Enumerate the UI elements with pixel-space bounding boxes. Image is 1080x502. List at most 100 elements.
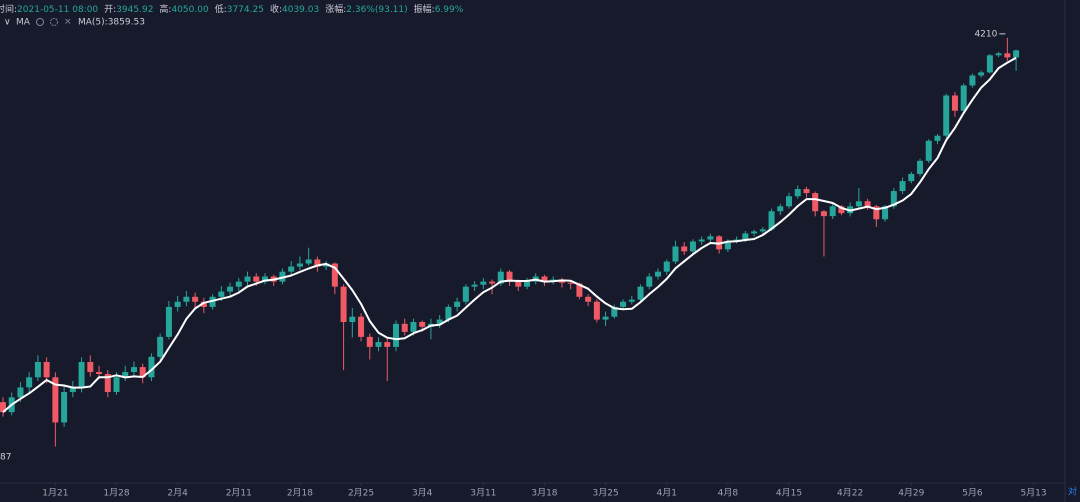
- candle-body: [541, 276, 548, 282]
- candle-body: [148, 356, 155, 378]
- settings-icon[interactable]: [50, 18, 58, 26]
- candle-body: [401, 323, 408, 332]
- header-field: 高:4050.00: [159, 3, 209, 15]
- candle-body: [820, 211, 827, 217]
- candle-body: [602, 316, 609, 320]
- candle-body: [392, 323, 399, 347]
- candle-body: [646, 276, 653, 287]
- candle-body: [349, 316, 356, 322]
- candle-body: [174, 301, 181, 307]
- candle-body: [209, 296, 216, 307]
- candle-body: [113, 377, 120, 392]
- candle-body: [104, 373, 111, 392]
- candle-body: [882, 206, 889, 220]
- field-label: 时间:: [0, 3, 17, 15]
- x-tick-label: 4月1: [657, 488, 677, 499]
- field-value: 4039.03: [282, 5, 319, 15]
- candle-body: [480, 281, 487, 285]
- candle-body: [943, 95, 950, 136]
- candle-body: [366, 336, 373, 347]
- candle-body: [52, 377, 59, 423]
- header-field: 振幅:6.99%: [414, 3, 464, 15]
- x-tick-label: 4月8: [718, 488, 739, 499]
- candle-body: [855, 201, 862, 207]
- candle-body: [165, 306, 172, 337]
- field-label: 振幅:: [414, 3, 435, 15]
- x-tick-label: 4月22: [837, 488, 863, 499]
- candle-body: [794, 189, 801, 197]
- candle-body: [218, 291, 225, 297]
- candle-body: [26, 377, 33, 388]
- header-field: 低:3774.25: [215, 3, 264, 15]
- candle-body: [375, 342, 382, 347]
- header-field: 时间:2021-05-11 08:00: [0, 3, 98, 15]
- candle-body: [183, 296, 190, 302]
- candle-body: [978, 72, 985, 76]
- candle-body: [410, 321, 417, 332]
- candle-body: [681, 246, 688, 252]
- x-tick-label: 4月29: [898, 488, 924, 499]
- candle-body: [122, 372, 129, 378]
- candle-body: [585, 296, 592, 302]
- candle-body: [829, 206, 836, 217]
- eye-icon[interactable]: [36, 18, 44, 26]
- candle-body: [331, 263, 338, 287]
- candle-body: [235, 281, 242, 287]
- candle-body: [471, 284, 478, 287]
- candle-body: [838, 206, 845, 214]
- candle-body: [0, 402, 6, 413]
- candle-body: [43, 362, 50, 378]
- x-tick-label: 1月28: [103, 488, 129, 499]
- header-field: 开:3945.92: [104, 4, 153, 15]
- candle-body: [724, 241, 731, 250]
- scale-toggle[interactable]: 对: [1068, 486, 1077, 498]
- candle-body: [419, 321, 426, 327]
- candle-body: [462, 286, 469, 302]
- candle-body: [305, 259, 312, 264]
- candle-body: [497, 271, 504, 284]
- candle-body: [244, 276, 251, 282]
- field-value: 2.36%(93.11): [346, 5, 407, 15]
- candle-body: [17, 387, 24, 398]
- close-icon[interactable]: ✕: [64, 18, 72, 28]
- collapse-icon[interactable]: ∨: [4, 18, 11, 28]
- max-label: 4210: [974, 29, 997, 39]
- candle-body: [969, 75, 976, 86]
- candle-body: [96, 372, 103, 374]
- field-value: 2021-05-11 08:00: [17, 5, 98, 15]
- header-field: 涨幅:2.36%(93.11): [325, 3, 407, 15]
- candle-body: [864, 201, 871, 207]
- field-value: 6.99%: [435, 5, 464, 15]
- candle-body: [777, 206, 784, 212]
- field-value: 3774.25: [227, 5, 264, 15]
- candle-body: [995, 53, 1002, 56]
- x-tick-label: 3月4: [412, 488, 433, 499]
- candle-body: [759, 229, 766, 232]
- candle-body: [340, 286, 347, 322]
- x-tick-label: 2月18: [287, 488, 313, 499]
- candle-body: [261, 276, 268, 282]
- candle-body: [523, 281, 530, 287]
- candle-body: [742, 233, 749, 240]
- field-value: 3945.92: [116, 5, 153, 15]
- candle-body: [707, 236, 714, 240]
- candle-body: [323, 263, 330, 267]
- candle-body: [576, 283, 583, 297]
- x-tick-label: 5月6: [962, 488, 983, 499]
- candle-body: [803, 189, 810, 194]
- candle-body: [689, 241, 696, 252]
- indicator-row: ∨ MA ✕ MA(5):3859.53: [4, 18, 145, 28]
- x-tick-label: 3月25: [593, 488, 619, 499]
- candle-body: [78, 362, 85, 388]
- candle-body: [296, 263, 303, 267]
- candle-body: [951, 95, 958, 111]
- candle-body: [934, 135, 941, 141]
- field-label: 开:: [104, 4, 116, 15]
- candle-body: [157, 336, 164, 357]
- candle-body: [751, 231, 758, 234]
- field-label: 低:: [215, 3, 227, 15]
- candle-body: [506, 271, 513, 282]
- candle-body: [917, 160, 924, 174]
